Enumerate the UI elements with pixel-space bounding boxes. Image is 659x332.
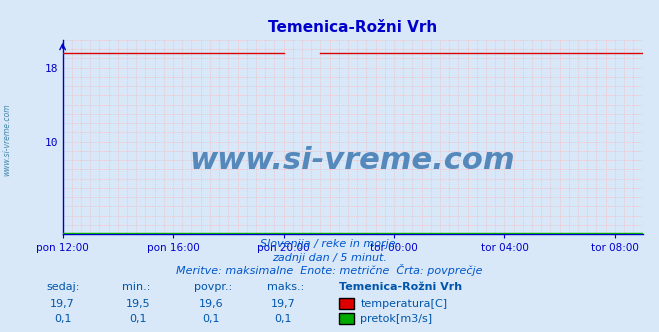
Text: www.si-vreme.com: www.si-vreme.com [190, 146, 515, 175]
Text: povpr.:: povpr.: [194, 283, 233, 292]
Text: 19,7: 19,7 [50, 299, 75, 309]
Text: min.:: min.: [122, 283, 150, 292]
Text: 0,1: 0,1 [130, 314, 147, 324]
Text: Slovenija / reke in morje.: Slovenija / reke in morje. [260, 239, 399, 249]
Text: zadnji dan / 5 minut.: zadnji dan / 5 minut. [272, 253, 387, 263]
Text: 0,1: 0,1 [202, 314, 219, 324]
Text: 0,1: 0,1 [54, 314, 71, 324]
Text: Meritve: maksimalne  Enote: metrične  Črta: povprečje: Meritve: maksimalne Enote: metrične Črta… [176, 264, 483, 276]
Title: Temenica-Rožni Vrh: Temenica-Rožni Vrh [268, 20, 437, 35]
Text: www.si-vreme.com: www.si-vreme.com [2, 103, 11, 176]
Text: 19,7: 19,7 [271, 299, 296, 309]
Text: pretok[m3/s]: pretok[m3/s] [360, 314, 432, 324]
Text: 19,6: 19,6 [198, 299, 223, 309]
Text: temperatura[C]: temperatura[C] [360, 299, 447, 309]
Text: 19,5: 19,5 [126, 299, 151, 309]
Text: 0,1: 0,1 [275, 314, 292, 324]
Text: sedaj:: sedaj: [46, 283, 80, 292]
Text: Temenica-Rožni Vrh: Temenica-Rožni Vrh [339, 283, 463, 292]
Text: maks.:: maks.: [267, 283, 304, 292]
